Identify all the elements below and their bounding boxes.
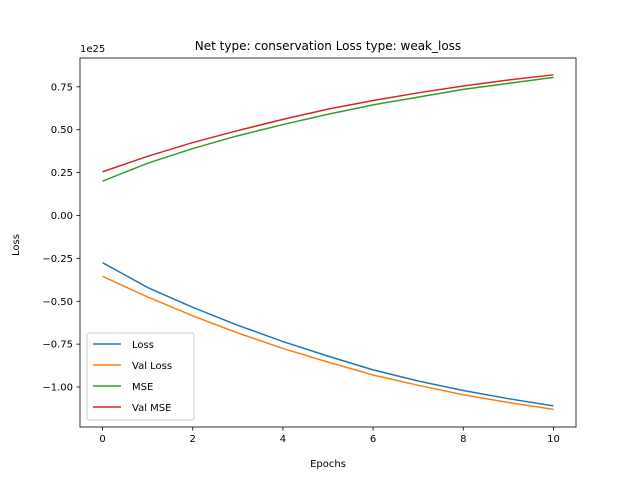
x-tick-label: 0 — [99, 434, 105, 445]
y-tick-label: −0.25 — [42, 254, 73, 265]
x-tick-label: 6 — [370, 434, 376, 445]
series-line-loss — [102, 262, 554, 407]
x-axis-title: Epochs — [310, 459, 346, 470]
y-tick-label: 0.75 — [51, 82, 73, 93]
y-tick-label: −1.00 — [42, 383, 73, 394]
x-tick-label: 2 — [190, 434, 196, 445]
y-tick-label: 0.25 — [51, 168, 73, 179]
series-line-val-mse — [102, 74, 554, 173]
legend-label: MSE — [132, 382, 153, 393]
chart-title: Net type: conservation Loss type: weak_l… — [195, 39, 461, 53]
legend-box — [86, 332, 195, 421]
y-tick-label: 0.00 — [51, 211, 73, 222]
legend-label: Val Loss — [132, 361, 172, 372]
plot-area: 0 2 4 6 8 10 −1.00 −0.75 −0.50 −0.25 0.00 0.25 0.50 0… — [42, 57, 577, 445]
x-tick-label: 4 — [280, 434, 286, 445]
axes-frame — [79, 57, 577, 428]
x-tick-label: 10 — [547, 434, 560, 445]
y-tick-label: −0.75 — [42, 340, 73, 351]
y-axis-title: Loss — [11, 234, 22, 256]
y-tick-label: 0.50 — [51, 125, 73, 136]
legend: Loss Val Loss MSE Val MSE — [86, 332, 195, 421]
legend-label: Loss — [132, 340, 154, 351]
legend-label: Val MSE — [132, 403, 171, 414]
y-offset-label: 1e25 — [80, 44, 105, 55]
x-tick-label: 8 — [460, 434, 466, 445]
series-line-val-loss — [102, 275, 554, 411]
y-tick-label: −0.50 — [42, 297, 73, 308]
series-line-mse — [102, 76, 554, 182]
